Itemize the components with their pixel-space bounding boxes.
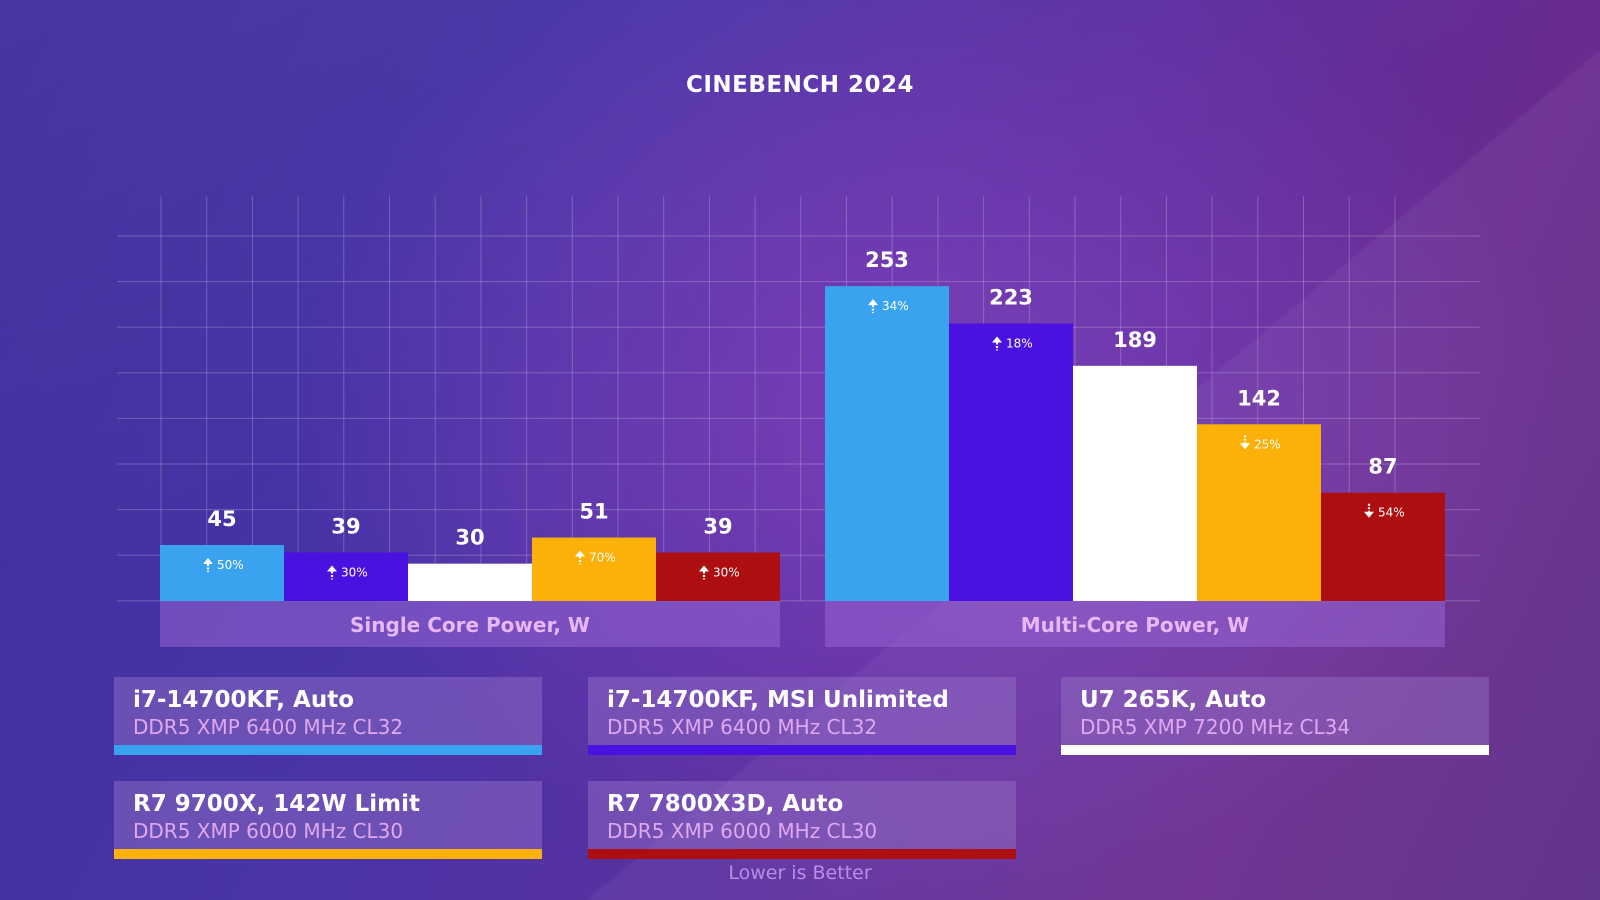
bar <box>1321 492 1445 601</box>
value-label: 142 <box>1237 386 1281 410</box>
arrow-up-icon <box>699 565 709 572</box>
legend-color-bar <box>1061 745 1489 755</box>
chart-title: CINEBENCH 2024 <box>685 72 915 98</box>
legend-memory: DDR5 XMP 6400 MHz CL32 <box>133 715 404 739</box>
category-band <box>825 601 1445 647</box>
delta-label: 30% <box>341 565 368 579</box>
legend-memory: DDR5 XMP 6000 MHz CL30 <box>607 819 878 843</box>
value-label: 87 <box>1368 455 1397 479</box>
bar <box>284 552 408 601</box>
arrow-up-icon <box>992 336 1002 343</box>
delta-label: 50% <box>217 558 244 572</box>
value-label: 39 <box>331 514 360 538</box>
legend-memory: DDR5 XMP 6000 MHz CL30 <box>133 819 404 843</box>
delta-label: 34% <box>882 299 909 313</box>
bar <box>1197 424 1321 601</box>
bar <box>408 563 532 601</box>
delta-label: 54% <box>1378 506 1405 520</box>
bar <box>825 286 949 601</box>
value-label: 39 <box>703 514 732 538</box>
bar <box>160 545 284 601</box>
legend-item: i7-14700KF, Auto DDR5 XMP 6400 MHz CL32 <box>114 677 542 755</box>
delta-label: 25% <box>1254 437 1281 451</box>
legend-name: i7-14700KF, Auto <box>133 687 355 713</box>
value-label: 223 <box>989 285 1033 309</box>
legend-item: U7 265K, Auto DDR5 XMP 7200 MHz CL34 <box>1061 677 1489 755</box>
value-label: 189 <box>1113 328 1157 352</box>
bar-chart: Single Core Power, W 45 50% 39 30% 30 51 70% 39 3… <box>160 248 1445 647</box>
arrow-up-icon <box>868 299 878 306</box>
legend-item: R7 9700X, 142W Limit DDR5 XMP 6000 MHz CL… <box>114 781 542 859</box>
arrow-down-icon <box>1240 443 1250 450</box>
legend-memory: DDR5 XMP 7200 MHz CL34 <box>1080 715 1351 739</box>
legend-color-bar <box>114 849 542 859</box>
arrow-down-icon <box>1364 511 1374 518</box>
bar <box>532 537 656 601</box>
category-label: Single Core Power, W <box>350 613 590 637</box>
category-label: Multi-Core Power, W <box>1021 613 1250 637</box>
arrow-up-icon <box>575 550 585 557</box>
footnote: Lower is Better <box>728 862 872 884</box>
legend-color-bar <box>588 849 1016 859</box>
legend-color-bar <box>588 745 1016 755</box>
legend-memory: DDR5 XMP 6400 MHz CL32 <box>607 715 878 739</box>
value-label: 30 <box>455 526 484 550</box>
arrow-up-icon <box>203 558 213 565</box>
legend-name: i7-14700KF, MSI Unlimited <box>607 687 949 713</box>
bar <box>1073 365 1197 601</box>
legend-item: i7-14700KF, MSI Unlimited DDR5 XMP 6400 M… <box>588 677 1016 755</box>
delta-label: 18% <box>1006 336 1033 350</box>
arrow-up-icon <box>327 565 337 572</box>
legend-color-bar <box>114 745 542 755</box>
legend-name: R7 9700X, 142W Limit <box>133 791 420 817</box>
bar <box>949 323 1073 601</box>
legend-item: R7 7800X3D, Auto DDR5 XMP 6000 MHz CL30 <box>588 781 1016 859</box>
legend-name: R7 7800X3D, Auto <box>607 791 844 817</box>
delta-label: 30% <box>713 565 740 579</box>
category-band <box>160 601 780 647</box>
bar <box>656 552 780 601</box>
delta-label: 70% <box>589 551 616 565</box>
value-label: 253 <box>865 248 909 272</box>
value-label: 45 <box>207 507 236 531</box>
legend-name: U7 265K, Auto <box>1080 687 1267 713</box>
value-label: 51 <box>579 500 608 524</box>
